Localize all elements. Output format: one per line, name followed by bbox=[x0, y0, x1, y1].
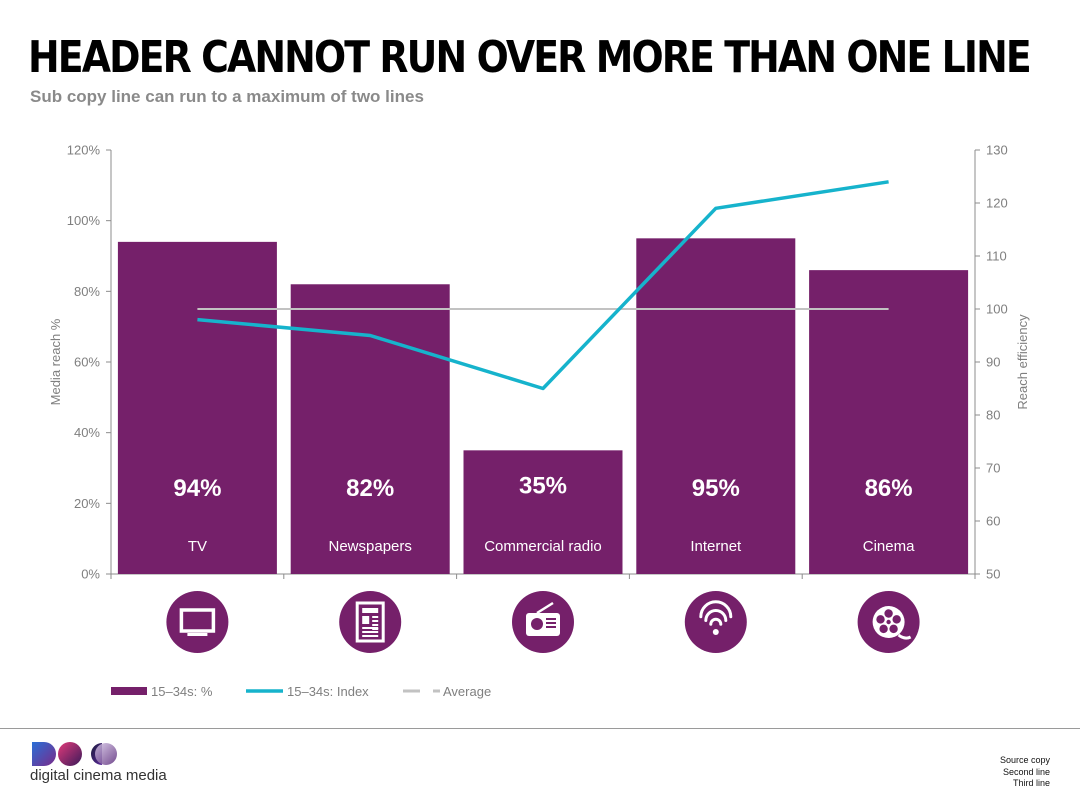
radio-antenna bbox=[536, 601, 554, 615]
bar-value-label: 86% bbox=[865, 475, 913, 502]
reel-hole bbox=[892, 615, 901, 624]
tv-stand bbox=[187, 633, 208, 636]
y2-tick-label: 130 bbox=[986, 143, 1008, 158]
page-subtitle: Sub copy line can run to a maximum of tw… bbox=[30, 87, 424, 106]
wifi-arc bbox=[699, 600, 733, 619]
tv-icon bbox=[166, 591, 229, 653]
y2-tick-label: 90 bbox=[986, 355, 1000, 370]
source-copy: Source copy Second line Third line bbox=[1000, 755, 1050, 790]
paper-text-line bbox=[362, 627, 379, 629]
paper-text-line bbox=[372, 624, 379, 626]
tv-screen bbox=[179, 608, 216, 633]
bar-value-label: 82% bbox=[346, 475, 394, 502]
y2-tick-label: 70 bbox=[986, 461, 1000, 476]
category-label: Cinema bbox=[863, 538, 915, 555]
wifi-arc bbox=[709, 617, 723, 626]
bar-value-label: 95% bbox=[692, 475, 740, 502]
dcm-logo bbox=[32, 742, 117, 766]
reel-film-tail bbox=[897, 633, 912, 640]
bar bbox=[290, 284, 450, 574]
wifi-dot bbox=[712, 629, 719, 635]
category-label: Commercial radio bbox=[484, 538, 602, 555]
paper-text-line bbox=[372, 620, 379, 622]
source-line: Source copy bbox=[999, 755, 1050, 765]
category-label: Newspapers bbox=[329, 538, 412, 555]
reel-hole bbox=[879, 624, 888, 634]
bar bbox=[636, 238, 796, 575]
bar bbox=[809, 270, 969, 574]
page-title: HEADER CANNOT RUN OVER MORE THAN ONE LIN… bbox=[28, 32, 1032, 83]
y2-tick-label: 80 bbox=[986, 408, 1000, 423]
y-axis-title: Media reach % bbox=[48, 318, 63, 405]
source-line: Second line bbox=[1002, 766, 1050, 777]
paper-text-line bbox=[362, 631, 379, 633]
bar bbox=[463, 450, 623, 574]
paper-text-line bbox=[372, 616, 379, 618]
y2-tick-label: 100 bbox=[986, 302, 1008, 317]
bar bbox=[117, 241, 277, 574]
paper-photo bbox=[362, 616, 370, 624]
y2-tick-label: 110 bbox=[986, 249, 1007, 264]
paper-frame bbox=[355, 601, 385, 643]
y-tick-label: 80% bbox=[74, 284, 100, 299]
icon-circle bbox=[166, 591, 229, 653]
category-label: TV bbox=[188, 538, 207, 555]
reel-hub bbox=[886, 619, 891, 625]
radio-speaker bbox=[531, 618, 543, 630]
y-tick-label: 40% bbox=[74, 425, 100, 440]
icon-circle bbox=[684, 591, 747, 653]
combo-chart: 0% 20% 40% 60% 80% 100% 120% 50 60 70 80 90 100 110 12… bbox=[48, 143, 1030, 700]
y-tick-label: 60% bbox=[74, 355, 100, 370]
film-reel-icon bbox=[857, 591, 920, 653]
footer-divider bbox=[0, 728, 1080, 729]
reel-hole bbox=[889, 624, 898, 634]
radio-grille bbox=[546, 618, 556, 620]
reel-hole bbox=[884, 609, 893, 618]
radio-grille bbox=[546, 622, 556, 624]
reel-hole bbox=[876, 615, 885, 624]
paper-headline bbox=[362, 608, 379, 613]
y-tick-label: 20% bbox=[74, 496, 100, 511]
y-tick-label: 120% bbox=[67, 143, 101, 158]
y-tick-label: 100% bbox=[67, 213, 101, 228]
y2-tick-label: 60 bbox=[986, 514, 1000, 529]
legend-label: Average bbox=[443, 684, 491, 699]
radio-grille bbox=[546, 626, 556, 628]
radio-icon bbox=[512, 591, 574, 653]
newspaper-icon bbox=[339, 591, 402, 653]
bar-value-label: 35% bbox=[519, 472, 567, 499]
y2-tick-label: 120 bbox=[986, 196, 1008, 211]
bar-value-label: 94% bbox=[173, 475, 221, 502]
brand-name: digital cinema media bbox=[30, 767, 167, 784]
legend-label: 15–34s: % bbox=[151, 684, 213, 699]
index-line bbox=[197, 180, 889, 391]
source-line: Third line bbox=[1012, 778, 1050, 788]
y-tick-label: 0% bbox=[81, 567, 100, 582]
y2-tick-label: 50 bbox=[986, 567, 1000, 582]
wifi-arc bbox=[704, 609, 728, 622]
icon-circle bbox=[339, 591, 402, 653]
paper-text-line bbox=[362, 635, 379, 637]
legend-label: 15–34s: Index bbox=[287, 684, 369, 699]
wifi-icon bbox=[684, 591, 747, 653]
y2-axis-title: Reach efficiency bbox=[1015, 314, 1030, 410]
category-label: Internet bbox=[690, 538, 742, 555]
legend-swatch-bar bbox=[111, 687, 147, 695]
